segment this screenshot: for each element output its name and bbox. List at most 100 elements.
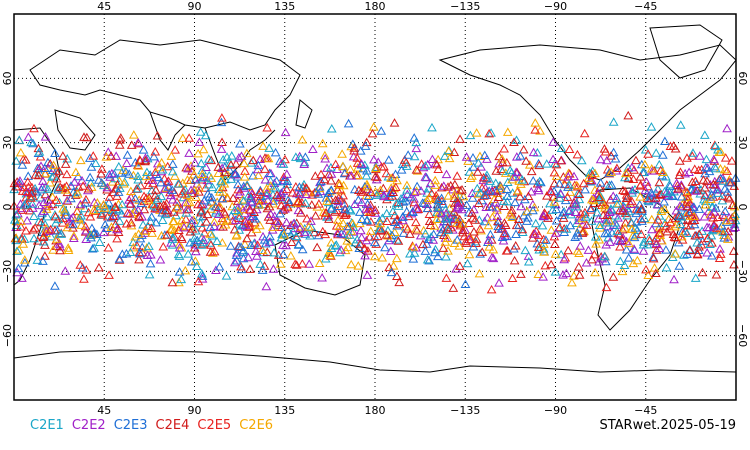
observation-marker <box>550 267 561 276</box>
observation-marker <box>103 242 114 252</box>
observation-marker <box>526 187 537 196</box>
observation-marker <box>422 159 433 169</box>
observation-marker <box>36 161 46 170</box>
observation-marker <box>495 183 506 192</box>
observation-marker <box>259 235 270 244</box>
observation-marker <box>106 212 117 222</box>
observation-marker <box>68 233 79 243</box>
observation-marker <box>184 133 194 142</box>
observation-marker <box>39 197 49 206</box>
observation-marker <box>183 249 194 258</box>
observation-marker <box>320 154 331 163</box>
observation-marker <box>38 176 48 185</box>
observation-marker <box>180 185 191 194</box>
observation-marker <box>62 195 72 205</box>
observation-marker <box>326 243 337 252</box>
observation-marker <box>68 219 78 228</box>
observation-marker <box>383 155 394 164</box>
observation-marker <box>139 204 150 214</box>
observation-marker <box>636 204 647 213</box>
observation-marker <box>488 253 499 263</box>
observation-marker <box>110 210 121 220</box>
observation-marker <box>631 155 641 165</box>
observation-marker <box>172 203 182 212</box>
legend-item: C2E5 <box>197 418 232 433</box>
observation-marker <box>205 229 216 238</box>
observation-marker <box>291 231 302 241</box>
observation-marker <box>484 242 495 251</box>
observation-marker <box>39 163 50 173</box>
observation-marker <box>314 199 324 208</box>
observation-marker <box>551 159 562 169</box>
observation-marker <box>360 250 370 260</box>
observation-marker <box>288 227 298 236</box>
observation-marker <box>626 162 637 172</box>
observation-marker <box>306 200 317 209</box>
observation-marker <box>682 153 692 162</box>
observation-marker <box>390 182 401 191</box>
observation-marker <box>15 176 25 185</box>
observation-marker <box>98 180 109 190</box>
observation-marker <box>226 160 236 169</box>
observation-marker <box>268 264 279 273</box>
observation-marker <box>594 257 604 266</box>
observation-marker <box>255 220 265 230</box>
observation-marker <box>615 241 625 251</box>
observation-marker <box>448 184 458 194</box>
observation-marker <box>294 223 305 233</box>
observation-marker <box>218 154 228 164</box>
observation-marker <box>615 256 626 265</box>
observation-marker <box>167 194 178 204</box>
observation-marker <box>549 167 560 177</box>
observation-marker <box>30 223 40 232</box>
observation-marker <box>50 211 61 221</box>
observation-marker <box>590 232 601 241</box>
observation-marker <box>682 228 692 238</box>
observation-marker <box>323 197 334 207</box>
observation-marker <box>627 185 638 195</box>
observation-marker <box>144 241 154 250</box>
observation-marker <box>197 165 208 175</box>
observation-marker <box>692 237 702 247</box>
observation-marker <box>372 172 382 182</box>
observation-marker <box>674 170 685 179</box>
observation-marker <box>690 176 701 185</box>
observation-marker <box>657 150 668 159</box>
observation-marker <box>635 181 646 190</box>
observation-marker <box>48 245 58 254</box>
observation-marker <box>516 269 526 278</box>
observation-marker <box>431 190 441 200</box>
observation-marker <box>106 222 117 231</box>
observation-marker <box>321 196 332 205</box>
observation-marker <box>104 192 115 201</box>
observation-marker <box>671 178 682 187</box>
observation-marker <box>548 154 558 164</box>
observation-marker <box>313 189 324 198</box>
observation-marker <box>146 223 157 233</box>
observation-marker <box>324 214 334 223</box>
observation-marker <box>339 168 350 178</box>
observation-marker <box>475 249 486 258</box>
observation-marker <box>663 191 673 201</box>
observation-marker <box>17 273 27 282</box>
observation-marker <box>20 155 31 164</box>
observation-marker <box>234 213 245 222</box>
observation-marker <box>438 243 449 252</box>
observation-marker <box>647 190 657 199</box>
observation-marker <box>546 225 557 234</box>
observation-marker <box>152 193 163 203</box>
observation-marker <box>159 173 170 183</box>
observation-marker <box>262 195 273 204</box>
observation-marker <box>355 239 366 248</box>
observation-marker <box>492 211 503 221</box>
observation-marker <box>193 148 203 158</box>
observation-marker <box>451 264 461 273</box>
observation-marker <box>510 172 521 181</box>
observation-marker <box>204 179 214 189</box>
observation-marker <box>720 153 731 162</box>
observation-marker <box>217 137 227 146</box>
observation-marker <box>722 166 732 175</box>
observation-marker <box>706 230 717 240</box>
observation-marker <box>511 152 522 161</box>
